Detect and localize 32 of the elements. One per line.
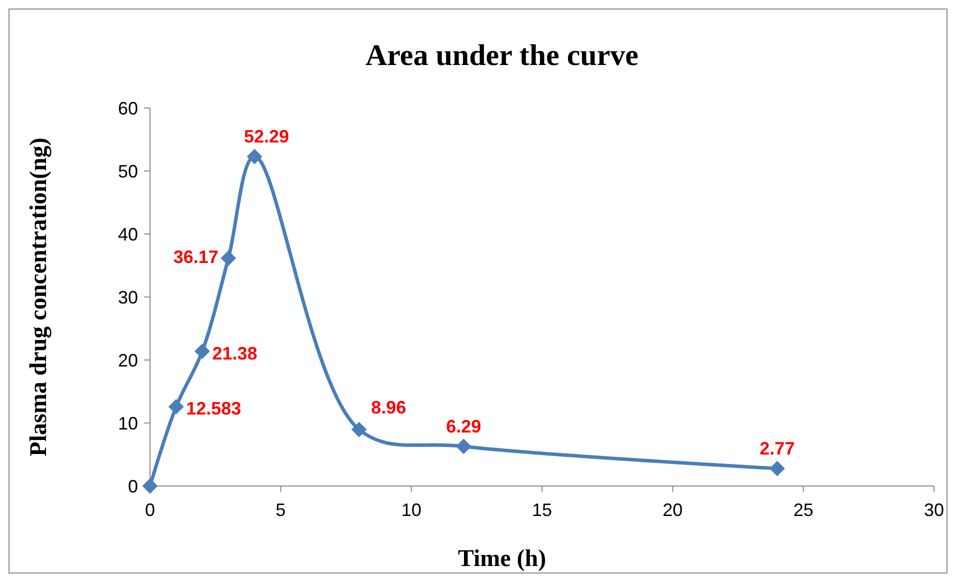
data-label: 2.77 <box>760 438 795 459</box>
y-tick-label: 40 <box>118 224 138 244</box>
y-tick-label: 0 <box>128 476 138 496</box>
point <box>142 478 158 494</box>
point <box>194 344 210 359</box>
data-label: 36.17 <box>173 247 218 268</box>
x-tick-label: 10 <box>401 500 422 520</box>
point <box>456 438 472 454</box>
point <box>168 399 184 414</box>
x-tick-label: 0 <box>144 500 156 520</box>
y-tick-label: 30 <box>118 287 138 308</box>
chart-title: Area under the curve <box>365 39 639 72</box>
x-tick-label: 15 <box>532 500 552 520</box>
data-label: 21.38 <box>212 343 258 364</box>
point <box>770 461 785 476</box>
y-tick-label: 60 <box>118 98 138 118</box>
y-axis-title: Plasma drug concentration(ng) <box>26 138 52 456</box>
x-tick-label: 25 <box>793 500 814 520</box>
point <box>220 250 236 266</box>
point <box>247 149 262 164</box>
y-tick-label: 20 <box>118 350 138 370</box>
y-tick-label: 50 <box>118 161 138 182</box>
data-label: 12.583 <box>186 398 242 419</box>
x-tick-label: 20 <box>662 500 683 520</box>
point <box>352 422 367 438</box>
x-axis-title: Time (h) <box>458 546 546 572</box>
data-label: 52.29 <box>244 126 290 147</box>
x-tick-label: 30 <box>924 500 944 520</box>
y-tick-label: 10 <box>118 413 138 434</box>
data-label: 8.96 <box>371 398 406 418</box>
x-tick-label: 5 <box>276 500 286 520</box>
data-label: 6.29 <box>446 416 482 436</box>
